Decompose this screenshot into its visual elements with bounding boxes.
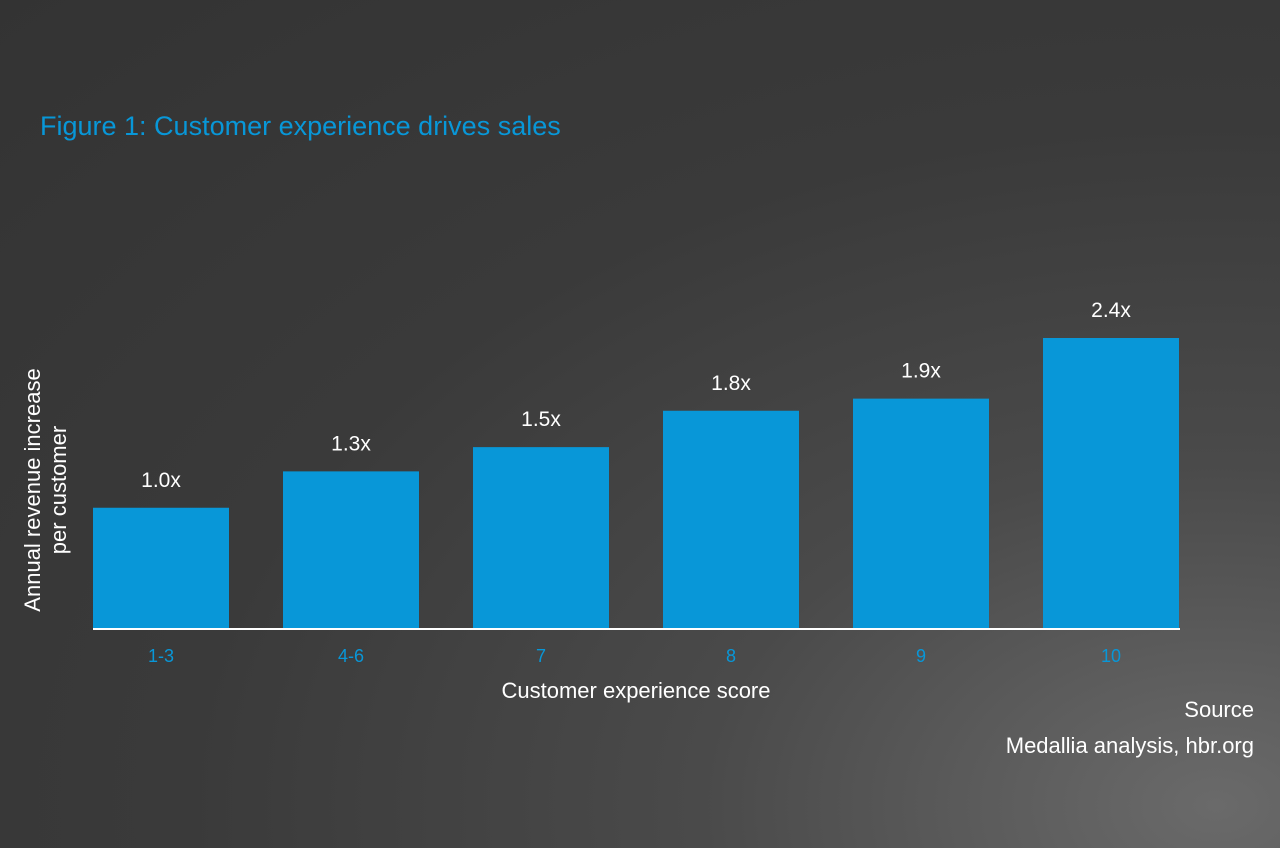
value-label-1-3: 1.0x [141,469,181,492]
x-tick-label-8: 8 [726,646,736,666]
bar-8 [663,410,799,629]
value-label-7: 1.5x [521,408,561,431]
value-label-9: 1.9x [901,360,941,383]
bars-group [93,338,1179,629]
bar-1-3 [93,507,229,629]
chart-title: Figure 1: Customer experience drives sal… [40,111,561,141]
bar-9 [853,398,989,629]
x-axis-title: Customer experience score [501,678,770,703]
y-axis-title-line-2: per customer [46,426,71,554]
value-label-4-6: 1.3x [331,432,371,455]
x-tick-label-4-6: 4-6 [338,646,364,666]
x-tick-label-1-3: 1-3 [148,646,174,666]
x-tick-label-7: 7 [536,646,546,666]
source-heading: Source [1184,697,1254,722]
y-axis-title: Annual revenue increase per customer [20,368,71,611]
x-tick-label-10: 10 [1101,646,1121,666]
value-label-8: 1.8x [711,372,751,395]
value-label-10: 2.4x [1091,299,1131,322]
value-labels-group: 1.0x 1.3x 1.5x 1.8x 1.9x 2.4x [141,299,1131,492]
source-text: Medallia analysis, hbr.org [1006,733,1254,758]
bar-7 [473,447,609,629]
x-tick-label-9: 9 [916,646,926,666]
x-tick-labels-group: 1-3 4-6 7 8 9 10 [148,646,1121,666]
bar-10 [1043,338,1179,629]
y-axis-title-line-1: Annual revenue increase [20,368,45,611]
bar-4-6 [283,471,419,629]
